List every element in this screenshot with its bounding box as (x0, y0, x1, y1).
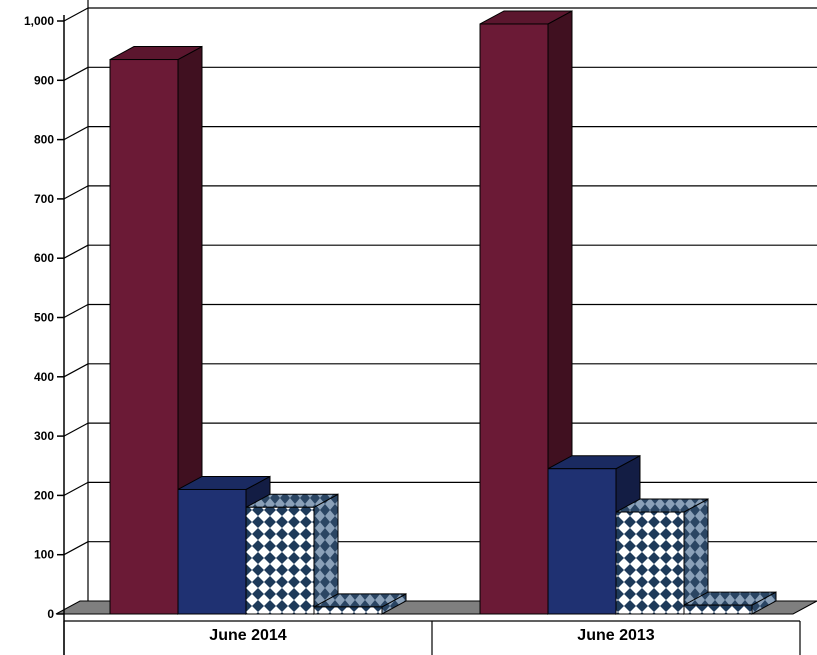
gridline-side (63, 303, 89, 319)
y-tick-label: 0 (47, 607, 54, 621)
gridline-side (63, 422, 89, 437)
bar (479, 10, 573, 615)
y-tick-label: 100 (34, 548, 54, 562)
y-tick-label: 1,000 (24, 14, 54, 28)
gridline-side (63, 541, 89, 556)
y-tick-label: 600 (34, 251, 54, 265)
y-tick-label: 200 (34, 488, 54, 502)
bar-front (109, 59, 179, 615)
gridline-side (63, 363, 89, 378)
gridline-side (63, 66, 89, 81)
bar-front (615, 511, 685, 615)
x-category-label: June 2014 (209, 627, 286, 644)
bar (615, 498, 709, 615)
gridline-side (63, 244, 89, 259)
bar-front (479, 23, 549, 615)
bar-front (177, 488, 247, 615)
bar (109, 45, 203, 615)
y-tick-label: 900 (34, 73, 54, 87)
x-category-label: June 2013 (577, 627, 654, 644)
bar (313, 593, 407, 615)
gridline-side (63, 7, 89, 22)
bar-front (313, 606, 383, 615)
bar (245, 493, 339, 615)
y-tick-label: 300 (34, 429, 54, 443)
bar-front (683, 604, 753, 615)
y-tick-label: 400 (34, 370, 54, 384)
y-tick-label: 700 (34, 192, 54, 206)
bar (683, 591, 777, 615)
gridline-side (63, 185, 89, 200)
y-tick-label: 800 (34, 133, 54, 147)
gridline-side (63, 126, 89, 141)
bar-front (547, 468, 617, 615)
gridline-side (63, 481, 89, 496)
y-tick-label: 500 (34, 311, 54, 325)
bar-front (245, 506, 315, 615)
